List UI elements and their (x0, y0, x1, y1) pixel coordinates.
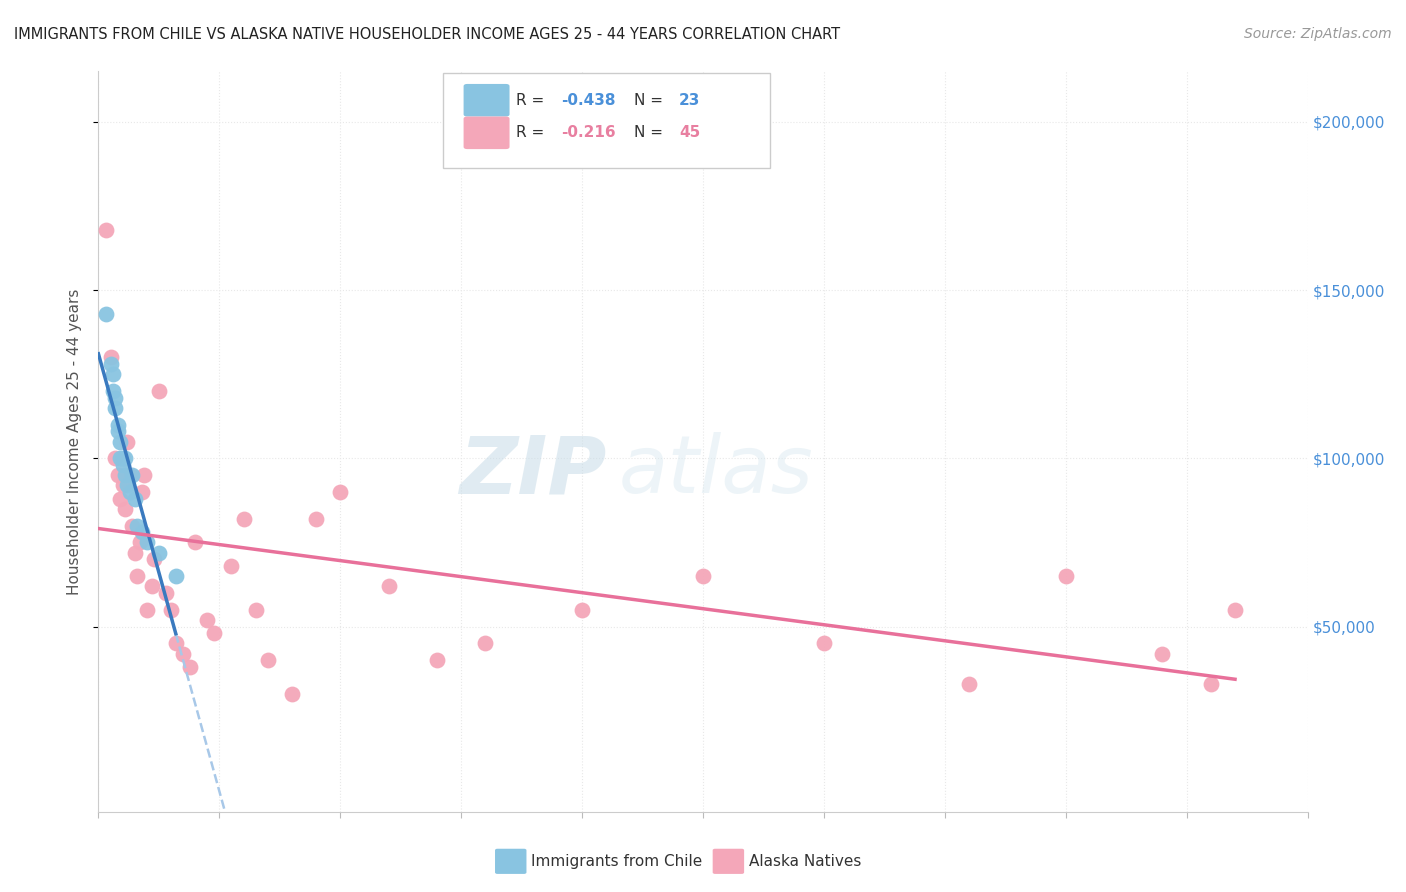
Point (141, 579, 163, 593)
Text: IMMIGRANTS FROM CHILE VS ALASKA NATIVE HOUSEHOLDER INCOME AGES 25 - 44 YEARS COR: IMMIGRANTS FROM CHILE VS ALASKA NATIVE H… (14, 27, 841, 42)
Point (131, 525, 153, 540)
Point (104, 401, 127, 415)
Point (1054, 569, 1077, 583)
Point (111, 458, 134, 472)
Text: ZIP: ZIP (458, 432, 606, 510)
Point (148, 384, 170, 398)
Point (114, 501, 136, 516)
Text: R =: R = (516, 93, 548, 108)
Text: Source: ZipAtlas.com: Source: ZipAtlas.com (1244, 27, 1392, 41)
Point (107, 425, 129, 439)
Point (131, 485, 153, 500)
Text: Alaska Natives: Alaska Natives (749, 854, 862, 869)
Text: N =: N = (634, 125, 668, 140)
Point (1152, 647, 1174, 661)
Text: 23: 23 (679, 93, 700, 108)
Point (111, 478, 134, 492)
Point (101, 368, 124, 382)
Point (100, 351, 122, 365)
Point (134, 468, 156, 483)
Point (118, 485, 141, 500)
Point (124, 546, 146, 560)
Point (221, 559, 243, 574)
Text: atlas: atlas (619, 432, 813, 510)
Point (571, 603, 593, 617)
Y-axis label: Householder Income Ages 25 - 44 years: Householder Income Ages 25 - 44 years (67, 288, 83, 595)
Text: 45: 45 (679, 125, 700, 140)
Point (114, 468, 136, 483)
Point (813, 636, 835, 650)
Point (172, 647, 194, 661)
FancyBboxPatch shape (464, 117, 509, 149)
Point (108, 434, 131, 449)
Point (94, 222, 117, 236)
FancyBboxPatch shape (464, 84, 509, 117)
Point (104, 451, 127, 466)
Point (127, 518, 149, 533)
Point (118, 468, 141, 483)
Point (329, 485, 352, 500)
Point (195, 613, 218, 627)
Point (245, 603, 267, 617)
Point (377, 579, 399, 593)
Point (114, 451, 136, 466)
Text: N =: N = (634, 93, 668, 108)
Point (107, 468, 129, 483)
Point (179, 660, 201, 674)
Point (1223, 603, 1246, 617)
Point (184, 535, 207, 549)
Point (108, 491, 131, 506)
Text: R =: R = (516, 125, 548, 140)
Point (305, 512, 328, 526)
Text: Immigrants from Chile: Immigrants from Chile (531, 854, 703, 869)
Point (426, 653, 449, 667)
Point (1199, 677, 1222, 691)
Point (124, 491, 146, 506)
Point (692, 569, 714, 583)
Point (104, 391, 127, 405)
Text: -0.216: -0.216 (561, 125, 616, 140)
Text: -0.438: -0.438 (561, 93, 616, 108)
Point (94, 307, 117, 321)
Point (232, 512, 254, 526)
FancyBboxPatch shape (713, 849, 744, 874)
Point (111, 451, 134, 466)
Point (256, 653, 278, 667)
Point (121, 518, 143, 533)
Point (101, 384, 124, 398)
Point (135, 603, 157, 617)
Point (100, 357, 122, 371)
Point (107, 417, 129, 432)
Point (160, 603, 183, 617)
Point (957, 677, 980, 691)
FancyBboxPatch shape (495, 849, 526, 874)
Point (148, 546, 170, 560)
Point (135, 535, 157, 549)
Point (155, 586, 177, 600)
Point (117, 478, 139, 492)
Point (165, 569, 187, 583)
Point (165, 636, 187, 650)
Point (474, 636, 496, 650)
Point (281, 687, 304, 701)
Point (121, 468, 143, 483)
Point (117, 434, 139, 449)
Point (143, 552, 166, 566)
Point (108, 451, 131, 466)
Point (204, 626, 226, 640)
FancyBboxPatch shape (443, 73, 769, 168)
Point (127, 569, 149, 583)
Point (128, 535, 150, 549)
